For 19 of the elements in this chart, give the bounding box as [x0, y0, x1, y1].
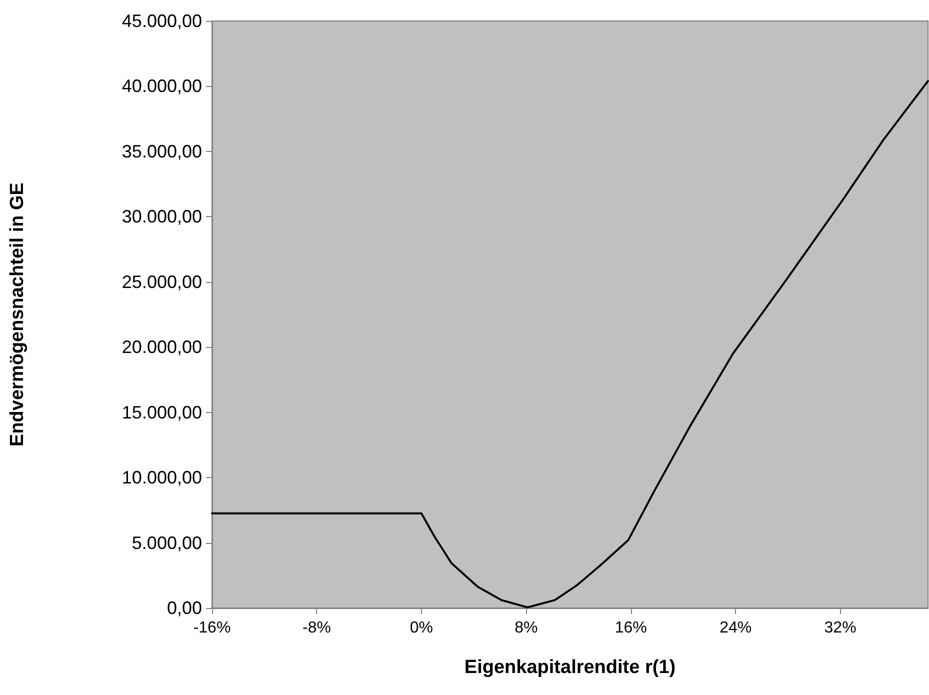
x-tick-label: -16%: [193, 620, 231, 636]
x-axis-title: Eigenkapitalrendite r(1): [464, 657, 676, 678]
y-tick-label: 45.000,00: [122, 11, 202, 31]
y-tick-label: 30.000,00: [122, 206, 202, 227]
x-tick-label: 0%: [410, 620, 433, 636]
y-tick-label: 15.000,00: [122, 402, 202, 422]
x-tick-label: -8%: [302, 620, 331, 636]
x-tick-label: 32%: [824, 620, 856, 636]
y-tick-label: 40.000,00: [122, 76, 202, 96]
x-tick-label: 16%: [614, 620, 647, 636]
x-tick-label: 8%: [514, 620, 538, 636]
y-tick-label: 5.000,00: [132, 532, 202, 553]
y-tick-label: 35.000,00: [122, 141, 202, 162]
x-tick-label: 24%: [720, 620, 752, 636]
y-tick-label: 10.000,00: [122, 468, 202, 488]
y-tick-label: 0,00: [166, 598, 202, 618]
y-tick-label: 25.000,00: [122, 272, 202, 292]
y-axis-title: Endvermögensnachteil in GE: [7, 182, 28, 446]
y-tick-label: 20.000,00: [122, 337, 202, 358]
